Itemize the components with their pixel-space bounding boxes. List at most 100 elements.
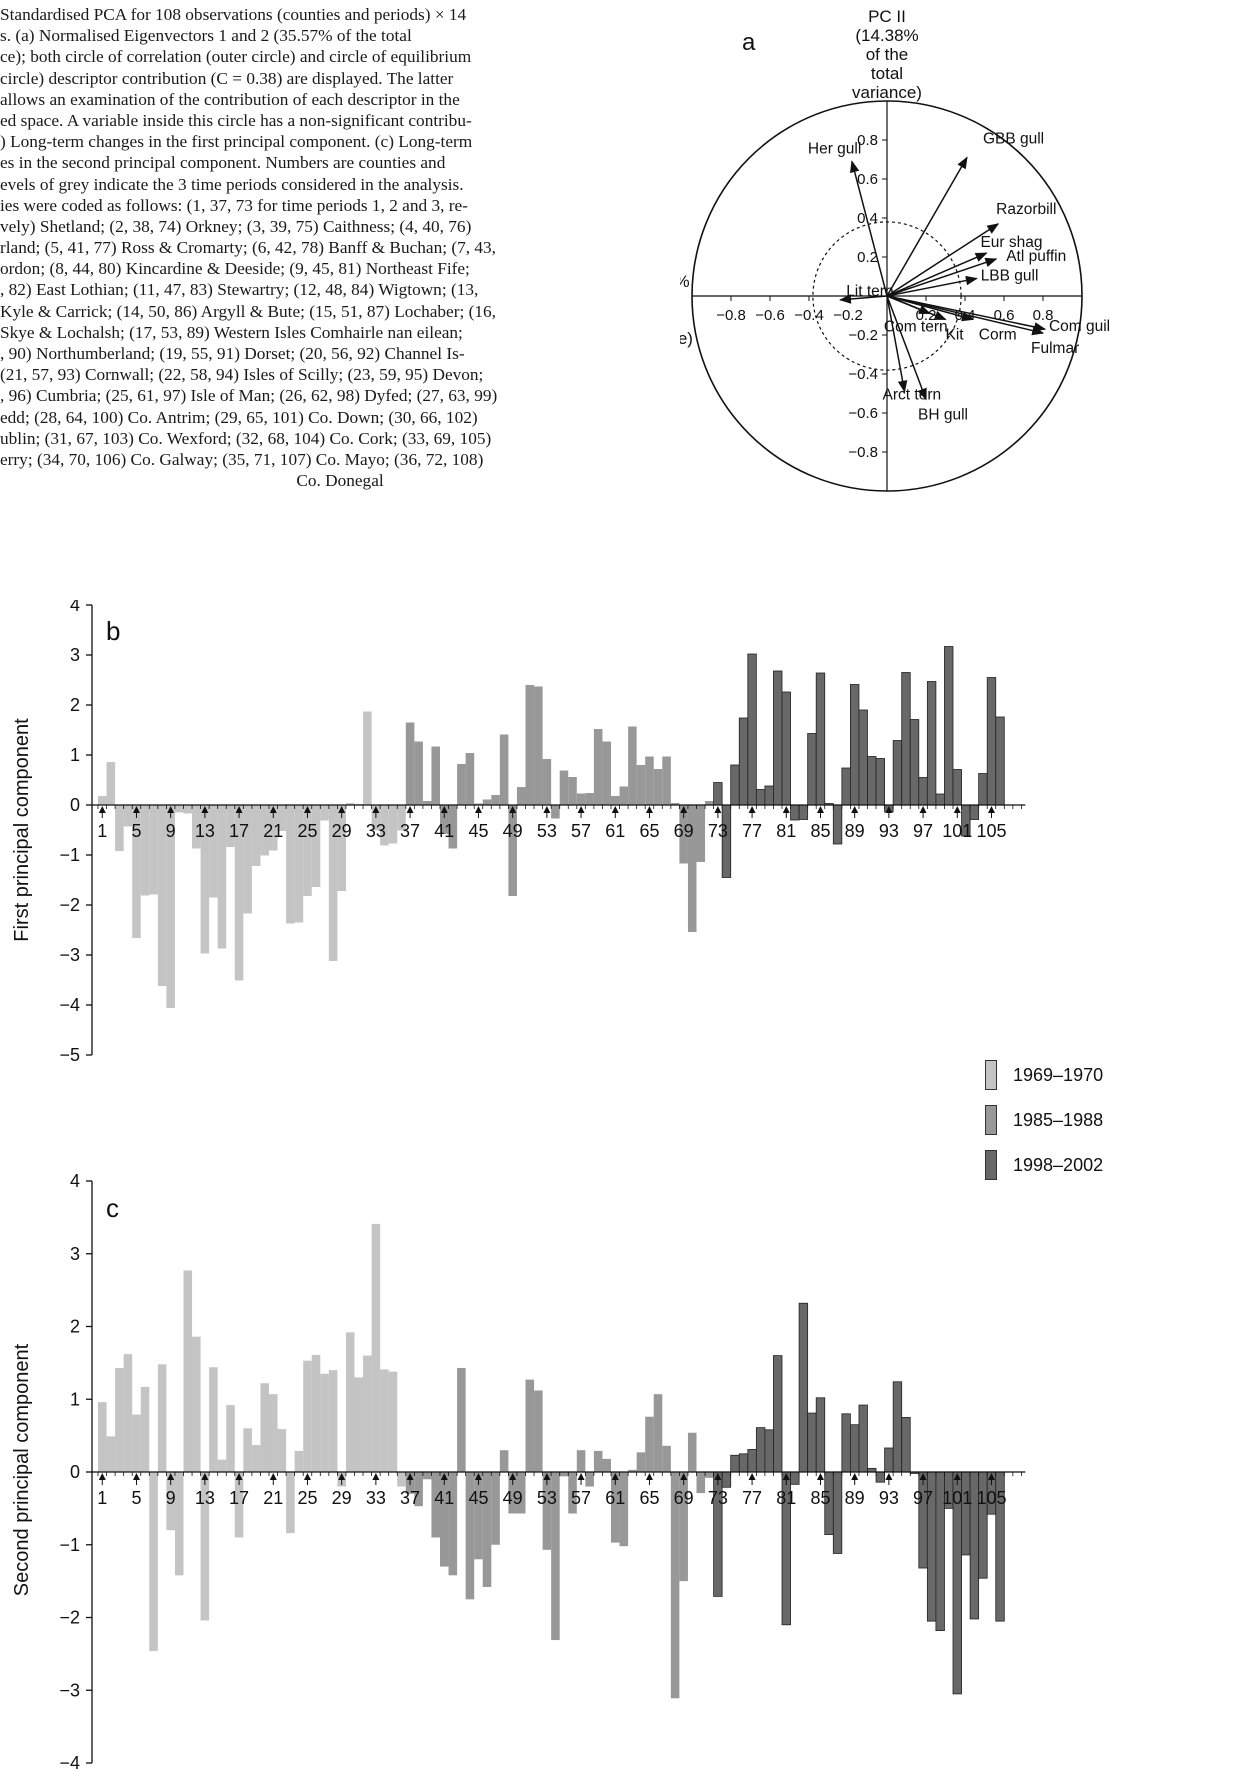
bar-observation-34 <box>380 1369 389 1472</box>
x-tick-label: 21 <box>263 821 283 841</box>
bar-observation-30 <box>345 1332 355 1472</box>
bar-observation-68 <box>670 803 680 805</box>
x-tick-arrow <box>201 1473 209 1480</box>
bar-observation-74 <box>721 804 732 878</box>
legend-label-period-3: 1998–2002 <box>1013 1155 1104 1175</box>
x-tick-arrow <box>406 806 414 813</box>
panel-b-y-axis-title: First principal component <box>11 718 33 942</box>
bar-observation-9 <box>166 805 175 1008</box>
caption-line: s. (a) Normalised Eigenvectors 1 and 2 (… <box>0 26 412 46</box>
x-tick-label: 53 <box>537 1488 557 1508</box>
legend-label-period-2: 1985–1988 <box>1013 1110 1104 1130</box>
bar-observation-12 <box>192 805 201 849</box>
bar-observation-78 <box>755 1427 766 1473</box>
bar-observation-5 <box>132 1414 141 1472</box>
x-tick-arrow <box>645 1473 653 1480</box>
bar-observation-27 <box>320 805 329 821</box>
caption-line: erry; (34, 70, 106) Co. Galway; (35, 71,… <box>0 449 484 469</box>
x-tick-label: 9 <box>166 1488 176 1508</box>
bar-observation-62 <box>619 1472 629 1547</box>
bar-observation-9 <box>166 1472 175 1531</box>
x-tick-arrow <box>645 806 653 813</box>
y-tick-label: −1 <box>59 1535 80 1555</box>
bar-observation-15 <box>217 805 227 949</box>
caption-line: ce); both circle of correlation (outer c… <box>0 47 472 67</box>
bar-observation-8 <box>157 805 167 986</box>
x-tick-arrow <box>885 1473 893 1480</box>
bar-observation-25 <box>303 1360 312 1472</box>
bar-observation-25 <box>303 805 312 896</box>
bar-observation-79 <box>764 1429 774 1473</box>
x-tick-label: 57 <box>571 1488 591 1508</box>
x-tick-label: 5 <box>131 821 141 841</box>
x-tick-arrow <box>167 1473 175 1480</box>
vector-label-fulmar: Fulmar <box>1031 340 1079 357</box>
x-tick-arrow <box>235 1473 243 1480</box>
bar-observation-2 <box>106 1436 116 1472</box>
bar-observation-2 <box>106 762 116 805</box>
bar-observation-105 <box>986 677 997 806</box>
pc1-tick-label: −0.8 <box>716 307 746 324</box>
bar-observation-10 <box>174 805 184 813</box>
bar-observation-21 <box>269 1394 278 1472</box>
x-tick-arrow <box>748 1473 756 1480</box>
bar-observation-41 <box>440 805 449 834</box>
bar-observation-73 <box>713 782 723 806</box>
vector-label-razorbill: Razorbill <box>996 201 1056 218</box>
caption-line: es in the second principal component. Nu… <box>0 153 446 173</box>
legend-swatch-period-2 <box>985 1105 997 1135</box>
caption-line: ordon; (8, 44, 80) Kincardine & Deeside;… <box>0 259 470 279</box>
y-tick-label: 2 <box>70 695 80 715</box>
bar-observation-90 <box>858 1404 868 1473</box>
figure-caption: Standardised PCA for 108 observations (c… <box>0 4 680 491</box>
bar-observation-71 <box>696 1472 706 1494</box>
bar-observation-85 <box>815 1397 826 1473</box>
bar-observation-60 <box>602 1458 611 1472</box>
bar-observation-36 <box>397 805 406 831</box>
bar-observation-71 <box>696 805 706 862</box>
x-tick-label: 101 <box>942 821 972 841</box>
panel-a-correlation-circle: a−0.8 −0.6 −0.4 −0.2 0.2 0.4 0.6 0.80.80.60.40.… <box>680 7 1110 492</box>
bar-observation-1 <box>98 1402 107 1472</box>
bar-observation-22 <box>277 805 287 831</box>
bar-observation-19 <box>251 1445 261 1472</box>
bar-observation-102 <box>961 1471 971 1556</box>
bar-observation-70 <box>687 1432 697 1472</box>
x-tick-label: 69 <box>674 821 694 841</box>
bar-observation-10 <box>174 1472 184 1576</box>
bar-observation-35 <box>388 805 398 844</box>
x-tick-arrow <box>782 1473 790 1480</box>
x-tick-label: 85 <box>810 821 830 841</box>
x-tick-arrow <box>98 1473 106 1480</box>
y-tick-label: −5 <box>59 1045 80 1065</box>
bar-observation-48 <box>499 1450 509 1472</box>
pc2-tick-label: −0.8 <box>848 444 878 461</box>
bar-observation-49 <box>508 1472 517 1514</box>
x-tick-label: 17 <box>229 1488 249 1508</box>
bar-observation-97 <box>918 1471 928 1569</box>
bar-observation-83 <box>798 1302 809 1473</box>
bar-observation-104 <box>978 773 988 806</box>
bar-observation-47 <box>491 1472 500 1545</box>
x-tick-label: 97 <box>913 1488 933 1508</box>
bar-observation-17 <box>234 1472 244 1538</box>
bar-observation-46 <box>482 1472 492 1587</box>
x-tick-arrow <box>543 1473 551 1480</box>
x-tick-label: 97 <box>913 821 933 841</box>
bar-observation-27 <box>320 1373 329 1472</box>
bar-observation-61 <box>611 796 620 805</box>
bar-observation-84 <box>807 1412 817 1473</box>
caption-line: rland; (5, 41, 77) Ross & Cromarty; (6, … <box>0 238 496 258</box>
bar-observation-75 <box>730 764 740 806</box>
bar-observation-4 <box>123 1354 133 1472</box>
bar-observation-4 <box>123 805 133 827</box>
bar-observation-76 <box>738 1453 749 1473</box>
bar-observation-20 <box>260 805 269 856</box>
x-tick-arrow <box>919 806 927 813</box>
x-tick-label: 37 <box>400 821 420 841</box>
pc2-axis-title-line: (14.38% <box>855 26 918 45</box>
x-tick-label: 17 <box>229 821 249 841</box>
x-tick-arrow <box>885 806 893 813</box>
bar-observation-80 <box>773 1355 783 1473</box>
